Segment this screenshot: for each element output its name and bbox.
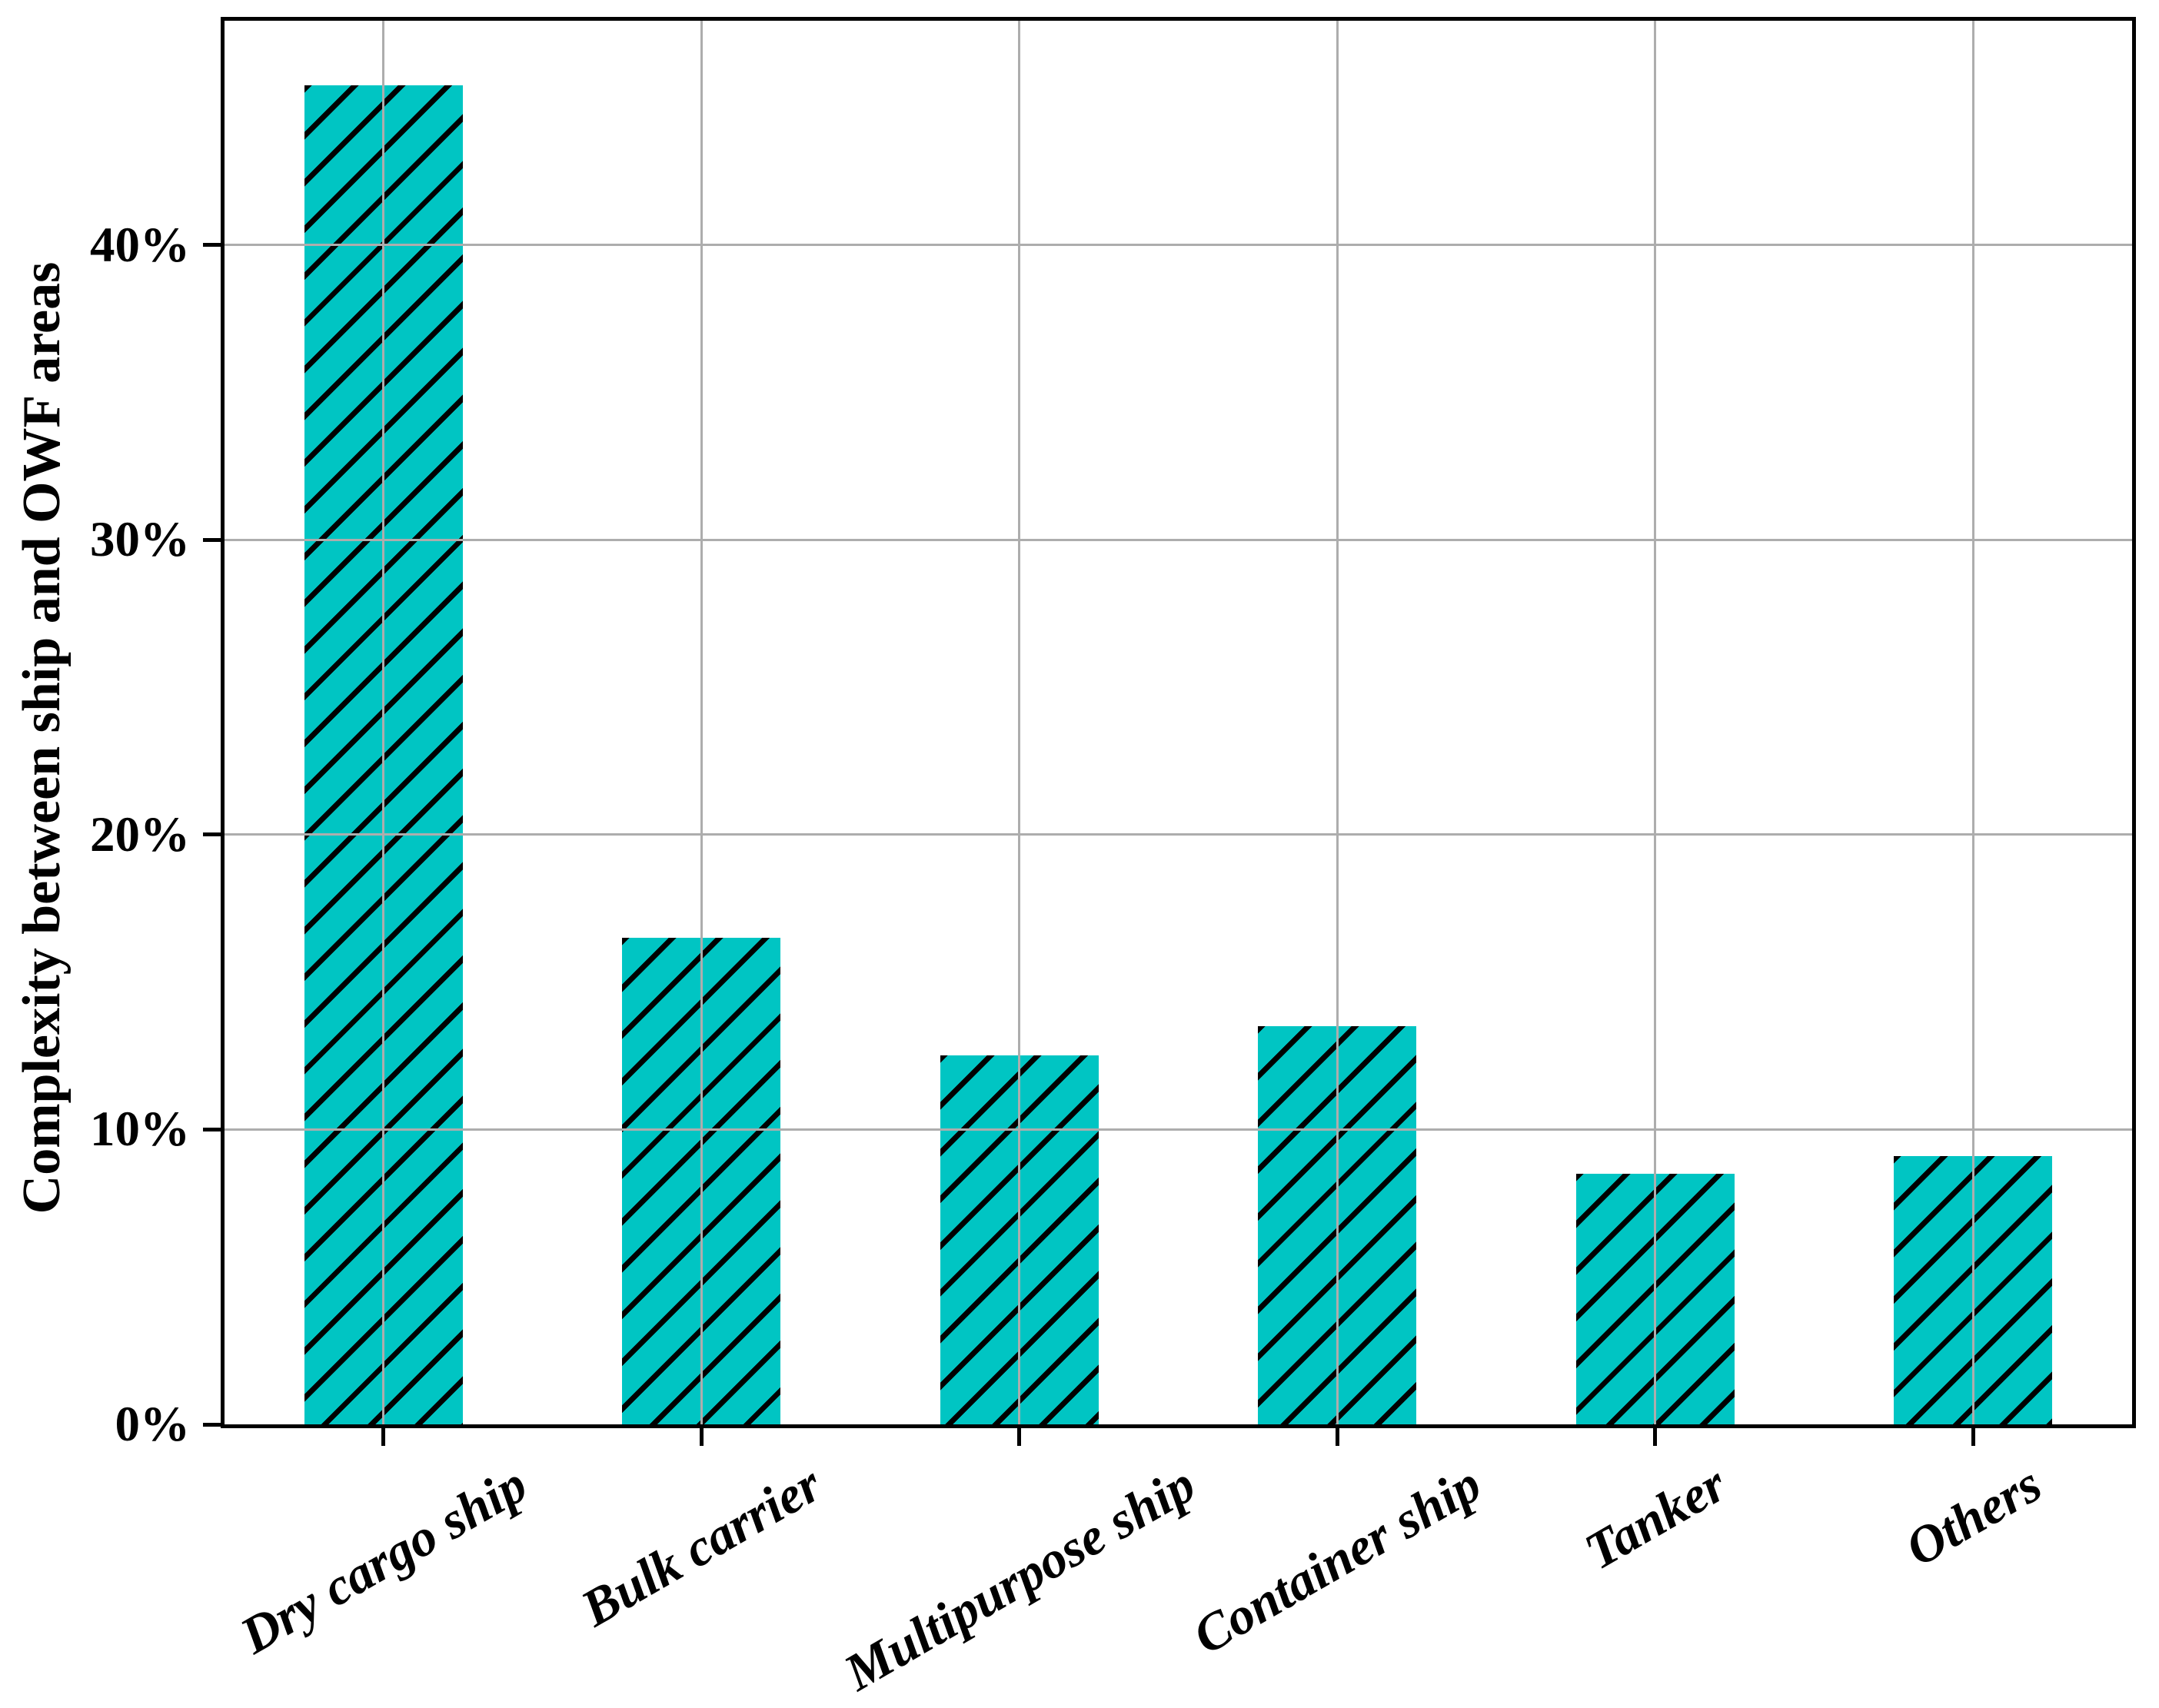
- v-gridline-container-ship: [1336, 21, 1339, 1424]
- x-tick-mark-others: [1971, 1424, 1975, 1446]
- y-tick-label-40: 40%: [90, 217, 190, 273]
- x-tick-mark-multipurpose-ship: [1017, 1424, 1022, 1446]
- y-tick-mark-20: [203, 832, 225, 837]
- v-gridline-tanker: [1654, 21, 1657, 1424]
- v-gridline-multipurpose-ship: [1018, 21, 1021, 1424]
- y-tick-mark-10: [203, 1127, 225, 1131]
- x-tick-label-dry-cargo-ship: Dry cargo ship: [230, 1454, 537, 1665]
- y-tick-label-0: 0%: [115, 1397, 191, 1452]
- v-gridline-others: [1971, 21, 1974, 1424]
- y-axis-label: Complexity between ship and OWF areas: [12, 261, 72, 1215]
- x-tick-mark-dry-cargo-ship: [381, 1424, 386, 1446]
- h-gridline-20: [225, 833, 2132, 836]
- x-tick-label-others: Others: [1895, 1454, 2051, 1578]
- v-gridline-dry-cargo-ship: [382, 21, 385, 1424]
- x-tick-mark-bulk-carrier: [699, 1424, 704, 1446]
- plot-frame: [221, 17, 2136, 1428]
- x-tick-label-bulk-carrier: Bulk carrier: [571, 1454, 831, 1638]
- y-tick-mark-30: [203, 537, 225, 542]
- h-gridline-40: [225, 244, 2132, 247]
- h-gridline-10: [225, 1128, 2132, 1131]
- x-tick-mark-container-ship: [1335, 1424, 1339, 1446]
- y-tick-mark-0: [203, 1422, 225, 1427]
- y-tick-label-30: 30%: [90, 512, 190, 568]
- x-tick-label-container-ship: Container ship: [1183, 1454, 1491, 1666]
- y-tick-label-10: 10%: [90, 1102, 190, 1158]
- h-gridline-30: [225, 538, 2132, 541]
- x-tick-label-tanker: Tanker: [1574, 1454, 1736, 1581]
- y-tick-mark-40: [203, 243, 225, 248]
- v-gridline-bulk-carrier: [700, 21, 703, 1424]
- y-tick-label-20: 20%: [90, 806, 190, 862]
- x-tick-mark-tanker: [1653, 1424, 1658, 1446]
- x-tick-label-multipurpose-ship: Multipurpose ship: [834, 1454, 1205, 1702]
